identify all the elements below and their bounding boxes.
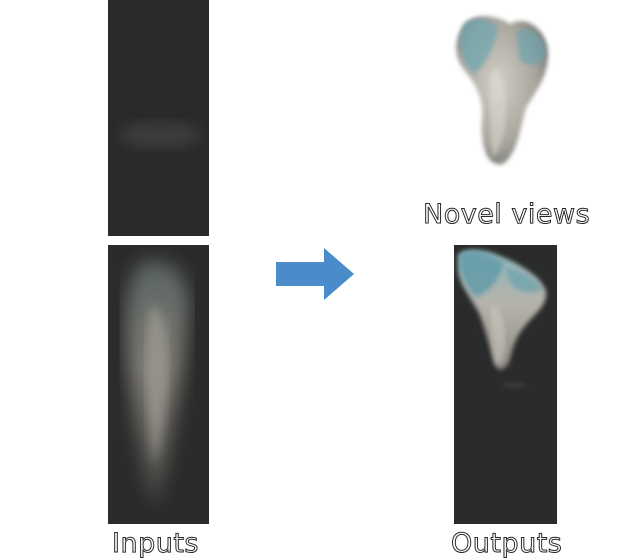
novel-views-label: Novel views — [422, 199, 591, 230]
output-object — [458, 249, 547, 388]
input-view-top — [108, 0, 209, 236]
output-view-bottom — [454, 245, 557, 524]
right-arrow-icon — [276, 248, 354, 300]
novel-view-object — [456, 16, 548, 165]
inputs-label: Inputs — [112, 528, 199, 559]
input-bottom-blurry-object — [126, 260, 189, 507]
input-top-faint-blob — [120, 121, 200, 149]
outputs-label: Outputs — [450, 528, 563, 559]
input-view-bottom — [108, 245, 209, 524]
